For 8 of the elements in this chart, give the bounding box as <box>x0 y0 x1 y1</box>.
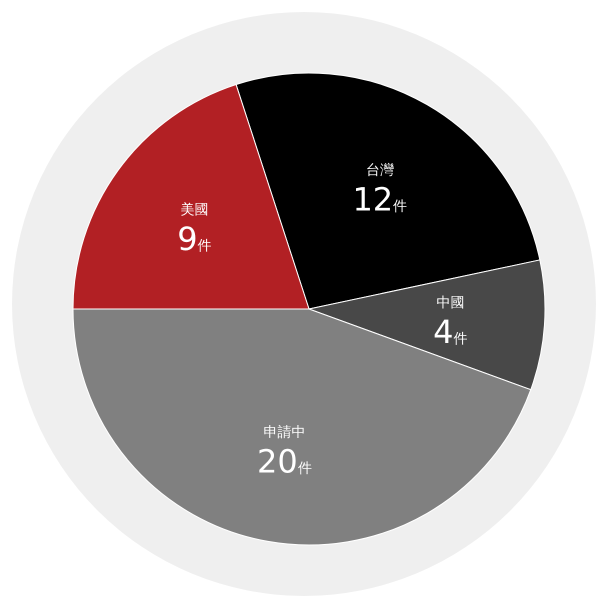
data-label: 9件 <box>177 220 212 258</box>
slice-label: 申請中 <box>263 424 306 440</box>
data-label: 12件 <box>352 180 408 218</box>
data-label: 20件 <box>257 442 312 480</box>
data-label: 4件 <box>433 312 468 351</box>
slice-label: 台灣 <box>366 162 394 178</box>
slice-label: 美國 <box>180 202 208 218</box>
slice-label: 中國 <box>436 294 464 311</box>
